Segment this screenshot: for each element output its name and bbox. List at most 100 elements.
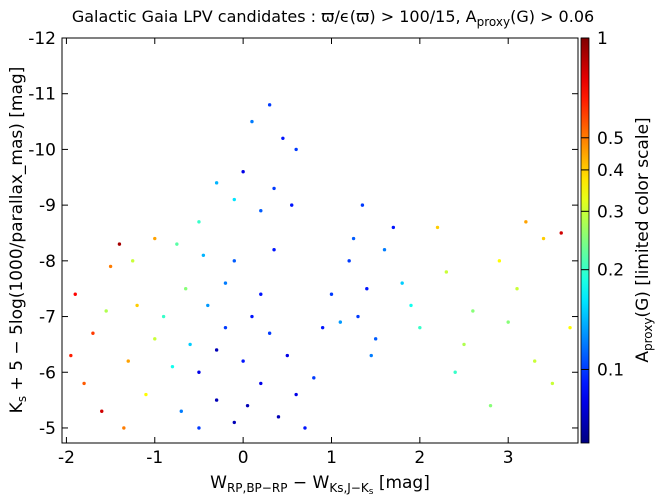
x-tick-label: -1	[146, 448, 163, 468]
point	[104, 309, 108, 313]
point	[122, 426, 126, 430]
point	[232, 420, 236, 425]
point	[391, 225, 396, 230]
point	[259, 381, 263, 386]
point	[312, 376, 316, 380]
point	[533, 359, 537, 363]
y-label-sub: s	[15, 396, 29, 402]
point	[347, 259, 351, 263]
point	[130, 259, 135, 263]
y-tick-label: -8	[39, 252, 56, 272]
point	[294, 392, 298, 397]
point	[497, 259, 502, 263]
point	[524, 220, 528, 224]
point	[435, 225, 440, 230]
title-text: Galactic Gaia LPV candidates : ϖ/ϵ(ϖ) > …	[72, 7, 477, 26]
point	[223, 325, 228, 330]
point	[272, 247, 276, 252]
point	[153, 236, 157, 241]
point	[197, 370, 201, 374]
x-label-sub: RP,BP−RP	[227, 481, 288, 495]
point	[214, 348, 219, 352]
point	[188, 342, 192, 347]
point	[241, 359, 245, 363]
x-label-text: − W	[287, 473, 329, 493]
point	[285, 353, 290, 358]
point	[161, 314, 166, 319]
point	[382, 247, 387, 252]
y-tick-label: -9	[39, 196, 56, 216]
point	[400, 281, 404, 285]
point	[351, 236, 356, 241]
colorbar	[580, 37, 590, 444]
point	[241, 170, 245, 174]
title-text: (G) > 0.06	[510, 7, 594, 26]
point	[153, 337, 157, 341]
point	[267, 103, 272, 107]
point	[360, 203, 365, 207]
point	[250, 314, 254, 319]
point	[290, 203, 294, 207]
point	[245, 403, 250, 408]
colorbar-tick-label: 0.1	[597, 360, 624, 380]
x-label-text: [mag]	[373, 473, 429, 493]
x-tick-label: 1	[326, 448, 337, 468]
point	[276, 415, 281, 419]
x-label-text: W	[210, 473, 227, 493]
x-tick-label: -2	[58, 448, 75, 468]
x-axis-label: WRP,BP−RP − WKs,J−Ks [mag]	[210, 473, 430, 497]
y-tick-label: -12	[28, 29, 56, 49]
point	[197, 220, 201, 224]
point	[214, 398, 219, 402]
point	[91, 331, 95, 335]
point	[232, 259, 236, 263]
point	[179, 409, 183, 413]
y-tick-label: -5	[39, 419, 56, 439]
point	[550, 381, 555, 386]
x-label-sub: K	[329, 481, 338, 495]
point	[373, 337, 378, 341]
x-label-subsub: s	[369, 487, 374, 497]
point	[568, 325, 572, 330]
point	[201, 253, 206, 257]
point	[135, 303, 139, 308]
y-tick-label: -7	[39, 308, 56, 328]
colorbar-tick-label: 0.5	[597, 129, 624, 149]
cb-label-sub: proxy	[641, 318, 655, 351]
cb-label-text: A	[633, 351, 653, 363]
point	[506, 320, 510, 324]
point	[462, 342, 466, 347]
y-tick-label: -11	[28, 85, 56, 105]
x-tick-label: 0	[238, 448, 249, 468]
point	[453, 370, 457, 374]
colorbar-tick-label: 0.3	[597, 202, 624, 222]
title-sub: proxy	[477, 15, 510, 29]
point	[69, 353, 73, 358]
point	[259, 208, 263, 213]
point	[117, 242, 122, 246]
point	[73, 292, 77, 296]
point	[267, 331, 272, 335]
point	[214, 181, 219, 185]
point	[206, 303, 210, 308]
point	[559, 231, 563, 235]
point	[126, 359, 130, 363]
point	[183, 286, 188, 291]
point	[82, 381, 86, 386]
cb-label-text: (G) [limited color scale]	[633, 117, 653, 317]
point	[170, 364, 175, 369]
x-label-sub: s,J−K	[337, 481, 370, 495]
chart-title: Galactic Gaia LPV candidates : ϖ/ϵ(ϖ) > …	[72, 7, 594, 29]
points	[69, 103, 572, 430]
y-tick-label: -10	[28, 140, 56, 160]
point	[232, 197, 236, 202]
colorbar-label: Aproxy(G) [limited color scale]	[633, 117, 655, 362]
point	[409, 303, 413, 308]
point	[223, 281, 228, 285]
y-axis-label: Ks + 5 − 5log(1000/parallax_mas) [mag]	[7, 67, 29, 414]
colorbar-tick-label: 1	[597, 29, 608, 49]
point	[365, 286, 369, 291]
y-label-text: + 5 − 5log(1000/parallax_mas) [mag]	[7, 67, 27, 396]
point	[197, 426, 201, 430]
